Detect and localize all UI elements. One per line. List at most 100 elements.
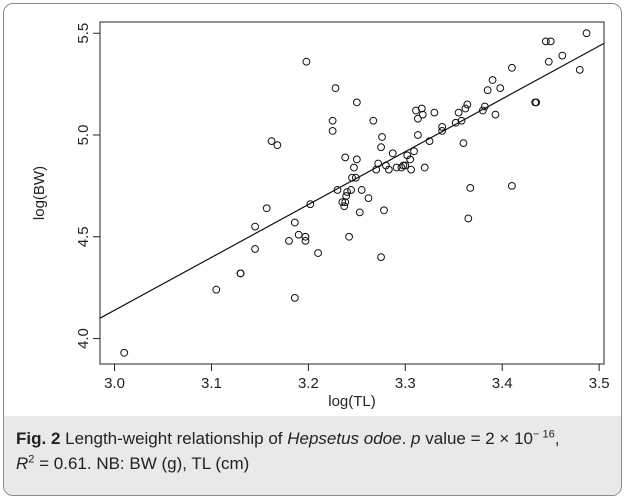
data-point-78 (491, 110, 500, 119)
data-point-36 (357, 186, 366, 194)
x-tick-label-2: 3.2 (298, 375, 319, 392)
data-point-44 (380, 206, 388, 215)
data-point-70 (461, 104, 470, 113)
scatter-plot: 3.0 3.1 3.2 3.3 3.4 3.5 4.04.55.05.5 log(TL) … (31, 21, 610, 410)
data-point-88 (575, 65, 584, 74)
data-point-47 (388, 149, 397, 158)
data-point-0 (120, 348, 129, 357)
data-point-68 (457, 116, 466, 125)
caption-text-1: Length-weight relationship of (60, 429, 288, 448)
x-axis-label: log(TL) (328, 393, 376, 410)
data-point-81 (508, 63, 516, 72)
data-point-49 (397, 163, 406, 172)
data-point-65 (438, 122, 447, 131)
data-point-40 (374, 159, 383, 168)
data-point-87 (558, 51, 567, 60)
data-point-13 (301, 236, 310, 245)
data-point-63 (430, 108, 439, 117)
data-point-14 (301, 232, 310, 241)
data-point-48 (392, 163, 401, 172)
data-point-71 (463, 100, 472, 109)
data-point-85 (544, 57, 553, 66)
data-point-79 (496, 84, 505, 93)
r-exponent: 2 (28, 453, 35, 466)
x-tick-label-4: 3.4 (492, 375, 513, 392)
data-point-1 (212, 285, 221, 294)
data-point-43 (378, 133, 386, 141)
data-point-20 (331, 84, 340, 93)
data-point-51 (401, 161, 410, 170)
data-point-9 (285, 236, 293, 245)
data-point-31 (350, 163, 358, 172)
p-value-text: value = 2 × 10 (420, 429, 533, 448)
data-point-11 (290, 218, 299, 227)
p-value-exponent: − 16 (533, 428, 555, 441)
data-point-22 (338, 198, 347, 207)
x-tick-label-5: 3.5 (589, 375, 610, 392)
y-tick-label-1: 4.5 (75, 226, 92, 247)
plot-box (99, 21, 605, 365)
r-variable: R (16, 454, 29, 473)
data-point-26 (341, 153, 350, 162)
figure-panel: 3.0 3.1 3.2 3.3 3.4 3.5 4.0 4.5 5.0 5.5 log(TL) … (3, 3, 622, 496)
x-tick-label-0: 3.0 (104, 375, 125, 392)
data-point-54 (407, 165, 416, 174)
data-point-38 (369, 116, 378, 125)
data-point-42 (377, 143, 385, 152)
caption-band: Fig. 2 Length-weight relationship of Hep… (4, 416, 621, 495)
caption-comma: , (554, 429, 560, 448)
data-point-67 (454, 108, 463, 117)
data-point-86 (546, 37, 555, 46)
data-point-3 (236, 269, 245, 278)
data-point-29 (347, 186, 355, 194)
data-point-12 (294, 230, 303, 239)
x-axis: 3.0 3.1 3.2 3.3 3.4 3.5 (104, 364, 610, 392)
species-name: Hepsetus odoe (287, 429, 402, 448)
x-tick-label-3: 3.3 (395, 375, 416, 392)
data-point-10 (290, 293, 299, 302)
data-point-23 (340, 202, 349, 211)
data-point-57 (414, 114, 422, 123)
figure-label: Fig. 2 (16, 429, 61, 448)
y-tick-label-0: 4.0 (75, 328, 92, 349)
data-point-59 (417, 104, 426, 113)
data-point-50 (399, 161, 408, 170)
data-point-30 (348, 173, 356, 182)
data-point-28 (345, 232, 353, 241)
data-point-69 (459, 139, 468, 148)
data-point-33 (352, 155, 361, 164)
data-point-60 (418, 110, 427, 119)
data-point-17 (314, 249, 322, 257)
data-point-37 (364, 194, 373, 202)
data-point-7 (267, 137, 276, 145)
data-point-64 (438, 127, 447, 135)
data-point-83 (532, 98, 541, 107)
p-variable: p (411, 429, 421, 448)
data-point-16 (306, 200, 315, 209)
data-point-72 (464, 214, 473, 223)
data-points (120, 29, 591, 357)
caption-text-2: . (401, 429, 412, 448)
data-point-4 (251, 245, 259, 253)
y-axis: 4.0 4.5 5.0 5.5 (75, 23, 100, 349)
r-squared-text: = 0.61. NB: BW (g), TL (cm) (34, 454, 250, 473)
data-point-21 (333, 186, 342, 194)
data-point-46 (384, 165, 393, 174)
data-point-75 (480, 102, 489, 111)
data-point-62 (425, 137, 434, 145)
y-tick-label-2: 5.0 (75, 125, 92, 146)
data-point-5 (251, 222, 259, 231)
data-point-19 (328, 127, 337, 135)
y-axis-label: log(BW) (31, 166, 48, 220)
data-point-55 (410, 147, 418, 156)
data-point-6 (262, 204, 271, 213)
x-tick-label-1: 3.1 (201, 375, 222, 392)
data-point-8 (273, 141, 282, 150)
data-point-58 (414, 131, 422, 139)
data-point-24 (341, 198, 350, 207)
data-point-76 (483, 86, 492, 95)
data-point-89 (582, 29, 591, 38)
data-point-77 (488, 76, 497, 84)
data-point-25 (342, 192, 351, 200)
data-point-84 (541, 37, 550, 46)
